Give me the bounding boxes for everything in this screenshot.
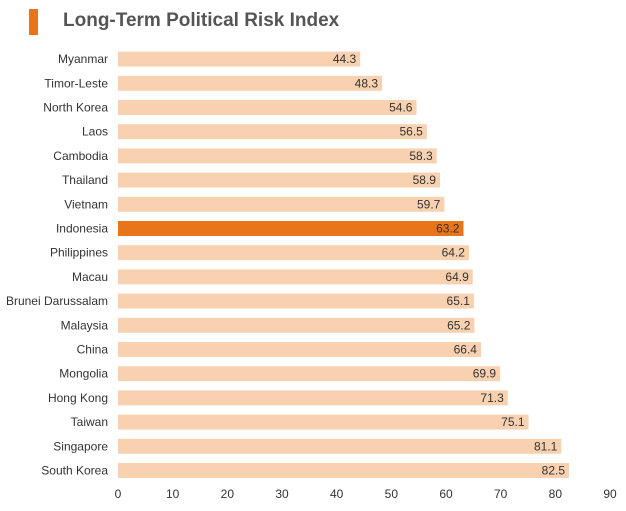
chart-title: Long-Term Political Risk Index	[63, 10, 340, 31]
category-label: Hong Kong	[48, 391, 108, 405]
bar-hong-kong	[118, 390, 508, 406]
value-label: 66.4	[454, 343, 478, 357]
x-tick-label: 0	[115, 487, 122, 501]
category-label: Vietnam	[64, 197, 108, 211]
x-tick-label: 50	[385, 487, 399, 501]
value-label: 71.3	[480, 391, 504, 405]
category-label: Philippines	[50, 246, 108, 260]
category-label: Myanmar	[58, 52, 108, 66]
category-label: Timor-Leste	[44, 76, 108, 90]
category-label: China	[77, 343, 109, 357]
category-label: Indonesia	[56, 222, 108, 236]
title-accent-bar	[29, 9, 38, 35]
value-label: 75.1	[501, 415, 525, 429]
value-label: 69.9	[473, 367, 497, 381]
bar-macau	[118, 269, 473, 285]
value-label: 56.5	[400, 125, 424, 139]
category-label: Cambodia	[53, 149, 108, 163]
bar-taiwan	[118, 414, 529, 430]
value-label: 59.7	[417, 197, 441, 211]
x-tick-label: 60	[439, 487, 453, 501]
x-tick-label: 70	[494, 487, 508, 501]
category-label: Singapore	[53, 439, 108, 453]
value-label: 48.3	[355, 76, 379, 90]
value-label: 63.2	[436, 222, 460, 236]
category-label: Laos	[82, 125, 108, 139]
value-label: 82.5	[542, 464, 566, 478]
bar-philippines	[118, 245, 469, 261]
value-label: 64.2	[442, 246, 466, 260]
category-label: Mongolia	[59, 367, 108, 381]
category-label: North Korea	[43, 101, 108, 115]
value-label: 58.3	[409, 149, 433, 163]
value-label: 64.9	[445, 270, 469, 284]
category-label: Thailand	[62, 173, 108, 187]
bar-thailand	[118, 172, 440, 188]
x-tick-label: 90	[603, 487, 617, 501]
bar-china	[118, 342, 481, 357]
category-label: South Korea	[41, 464, 108, 478]
category-label: Malaysia	[61, 318, 109, 332]
category-label: Macau	[72, 270, 108, 284]
value-label: 65.2	[447, 318, 471, 332]
bar-singapore	[118, 438, 562, 454]
bar-mongolia	[118, 366, 501, 382]
bar-myanmar	[118, 51, 361, 67]
bar-north-korea	[118, 100, 417, 115]
value-label: 81.1	[534, 439, 558, 453]
x-tick-label: 10	[166, 487, 180, 501]
value-label: 65.1	[447, 294, 471, 308]
value-label: 54.6	[389, 101, 413, 115]
category-label: Brunei Darussalam	[6, 294, 108, 308]
bar-south-korea	[118, 463, 569, 478]
bar-malaysia	[118, 317, 475, 333]
x-tick-label: 30	[275, 487, 289, 501]
bar-cambodia	[118, 148, 437, 164]
bar-brunei-darussalam	[118, 293, 474, 309]
x-tick-label: 20	[221, 487, 235, 501]
value-label: 44.3	[333, 52, 357, 66]
category-label: Taiwan	[71, 415, 108, 429]
bar-laos	[118, 124, 427, 140]
x-tick-label: 80	[549, 487, 563, 501]
bar-vietnam	[118, 196, 445, 212]
bar-timor-leste	[118, 75, 383, 91]
x-tick-label: 40	[330, 487, 344, 501]
bar-indonesia	[118, 221, 464, 236]
value-label: 58.9	[413, 173, 437, 187]
